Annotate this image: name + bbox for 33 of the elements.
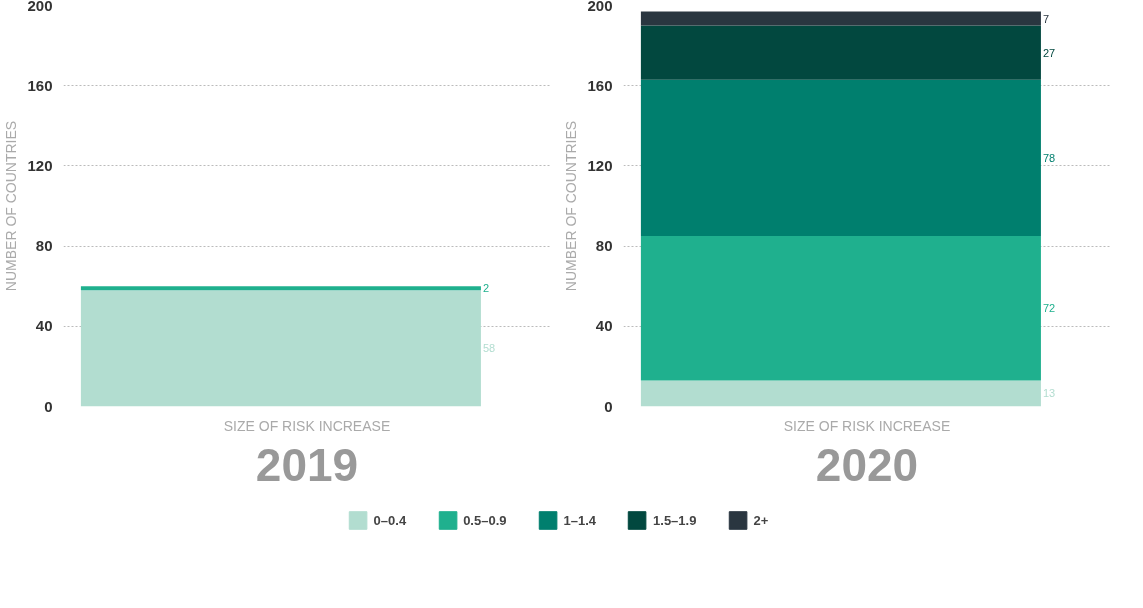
y-tick-label: 40 bbox=[595, 317, 613, 335]
data-label: 13 bbox=[1042, 387, 1056, 400]
text: 2020 bbox=[815, 438, 919, 491]
data-label: 58 bbox=[482, 342, 496, 355]
data-label: 7 bbox=[1042, 12, 1050, 25]
x-axis-title: SIZE OF RISK INCREASE bbox=[783, 417, 951, 434]
y-axis-title: NUMBER OF COUNTRIES bbox=[563, 120, 580, 292]
data-label: 27 bbox=[1042, 46, 1056, 59]
bar bbox=[640, 25, 1041, 80]
x-axis-title: SIZE OF RISK INCREASE bbox=[223, 417, 391, 434]
bar bbox=[640, 11, 1041, 26]
y-tick-label: 80 bbox=[35, 237, 53, 255]
y-axis-title: NUMBER OF COUNTRIES bbox=[3, 120, 20, 292]
legend-label: 0–0.4 bbox=[373, 512, 407, 528]
legend-label: 0.5–0.9 bbox=[463, 512, 507, 528]
legend-label: 1.5–1.9 bbox=[653, 512, 697, 528]
y-tick-label: 200 bbox=[27, 0, 53, 14]
y-tick-label: 0 bbox=[44, 397, 53, 415]
y-tick-label: 80 bbox=[595, 237, 613, 255]
y-tick-label: 120 bbox=[27, 156, 53, 174]
data-label: 72 bbox=[1042, 302, 1056, 315]
y-tick-label: 160 bbox=[587, 76, 613, 94]
data-label: 2 bbox=[482, 282, 490, 295]
y-tick-label: 40 bbox=[35, 317, 53, 335]
y-tick-label: 120 bbox=[587, 156, 613, 174]
y-tick-label: 200 bbox=[587, 0, 613, 14]
y-tick-label: 160 bbox=[27, 76, 53, 94]
y-tick-label: 0 bbox=[604, 397, 613, 415]
legend-label: 1–1.4 bbox=[563, 512, 597, 528]
legend-label: 2+ bbox=[753, 512, 770, 528]
bar bbox=[640, 380, 1041, 407]
data-label: 78 bbox=[1042, 151, 1056, 164]
text: 2019 bbox=[255, 438, 359, 491]
